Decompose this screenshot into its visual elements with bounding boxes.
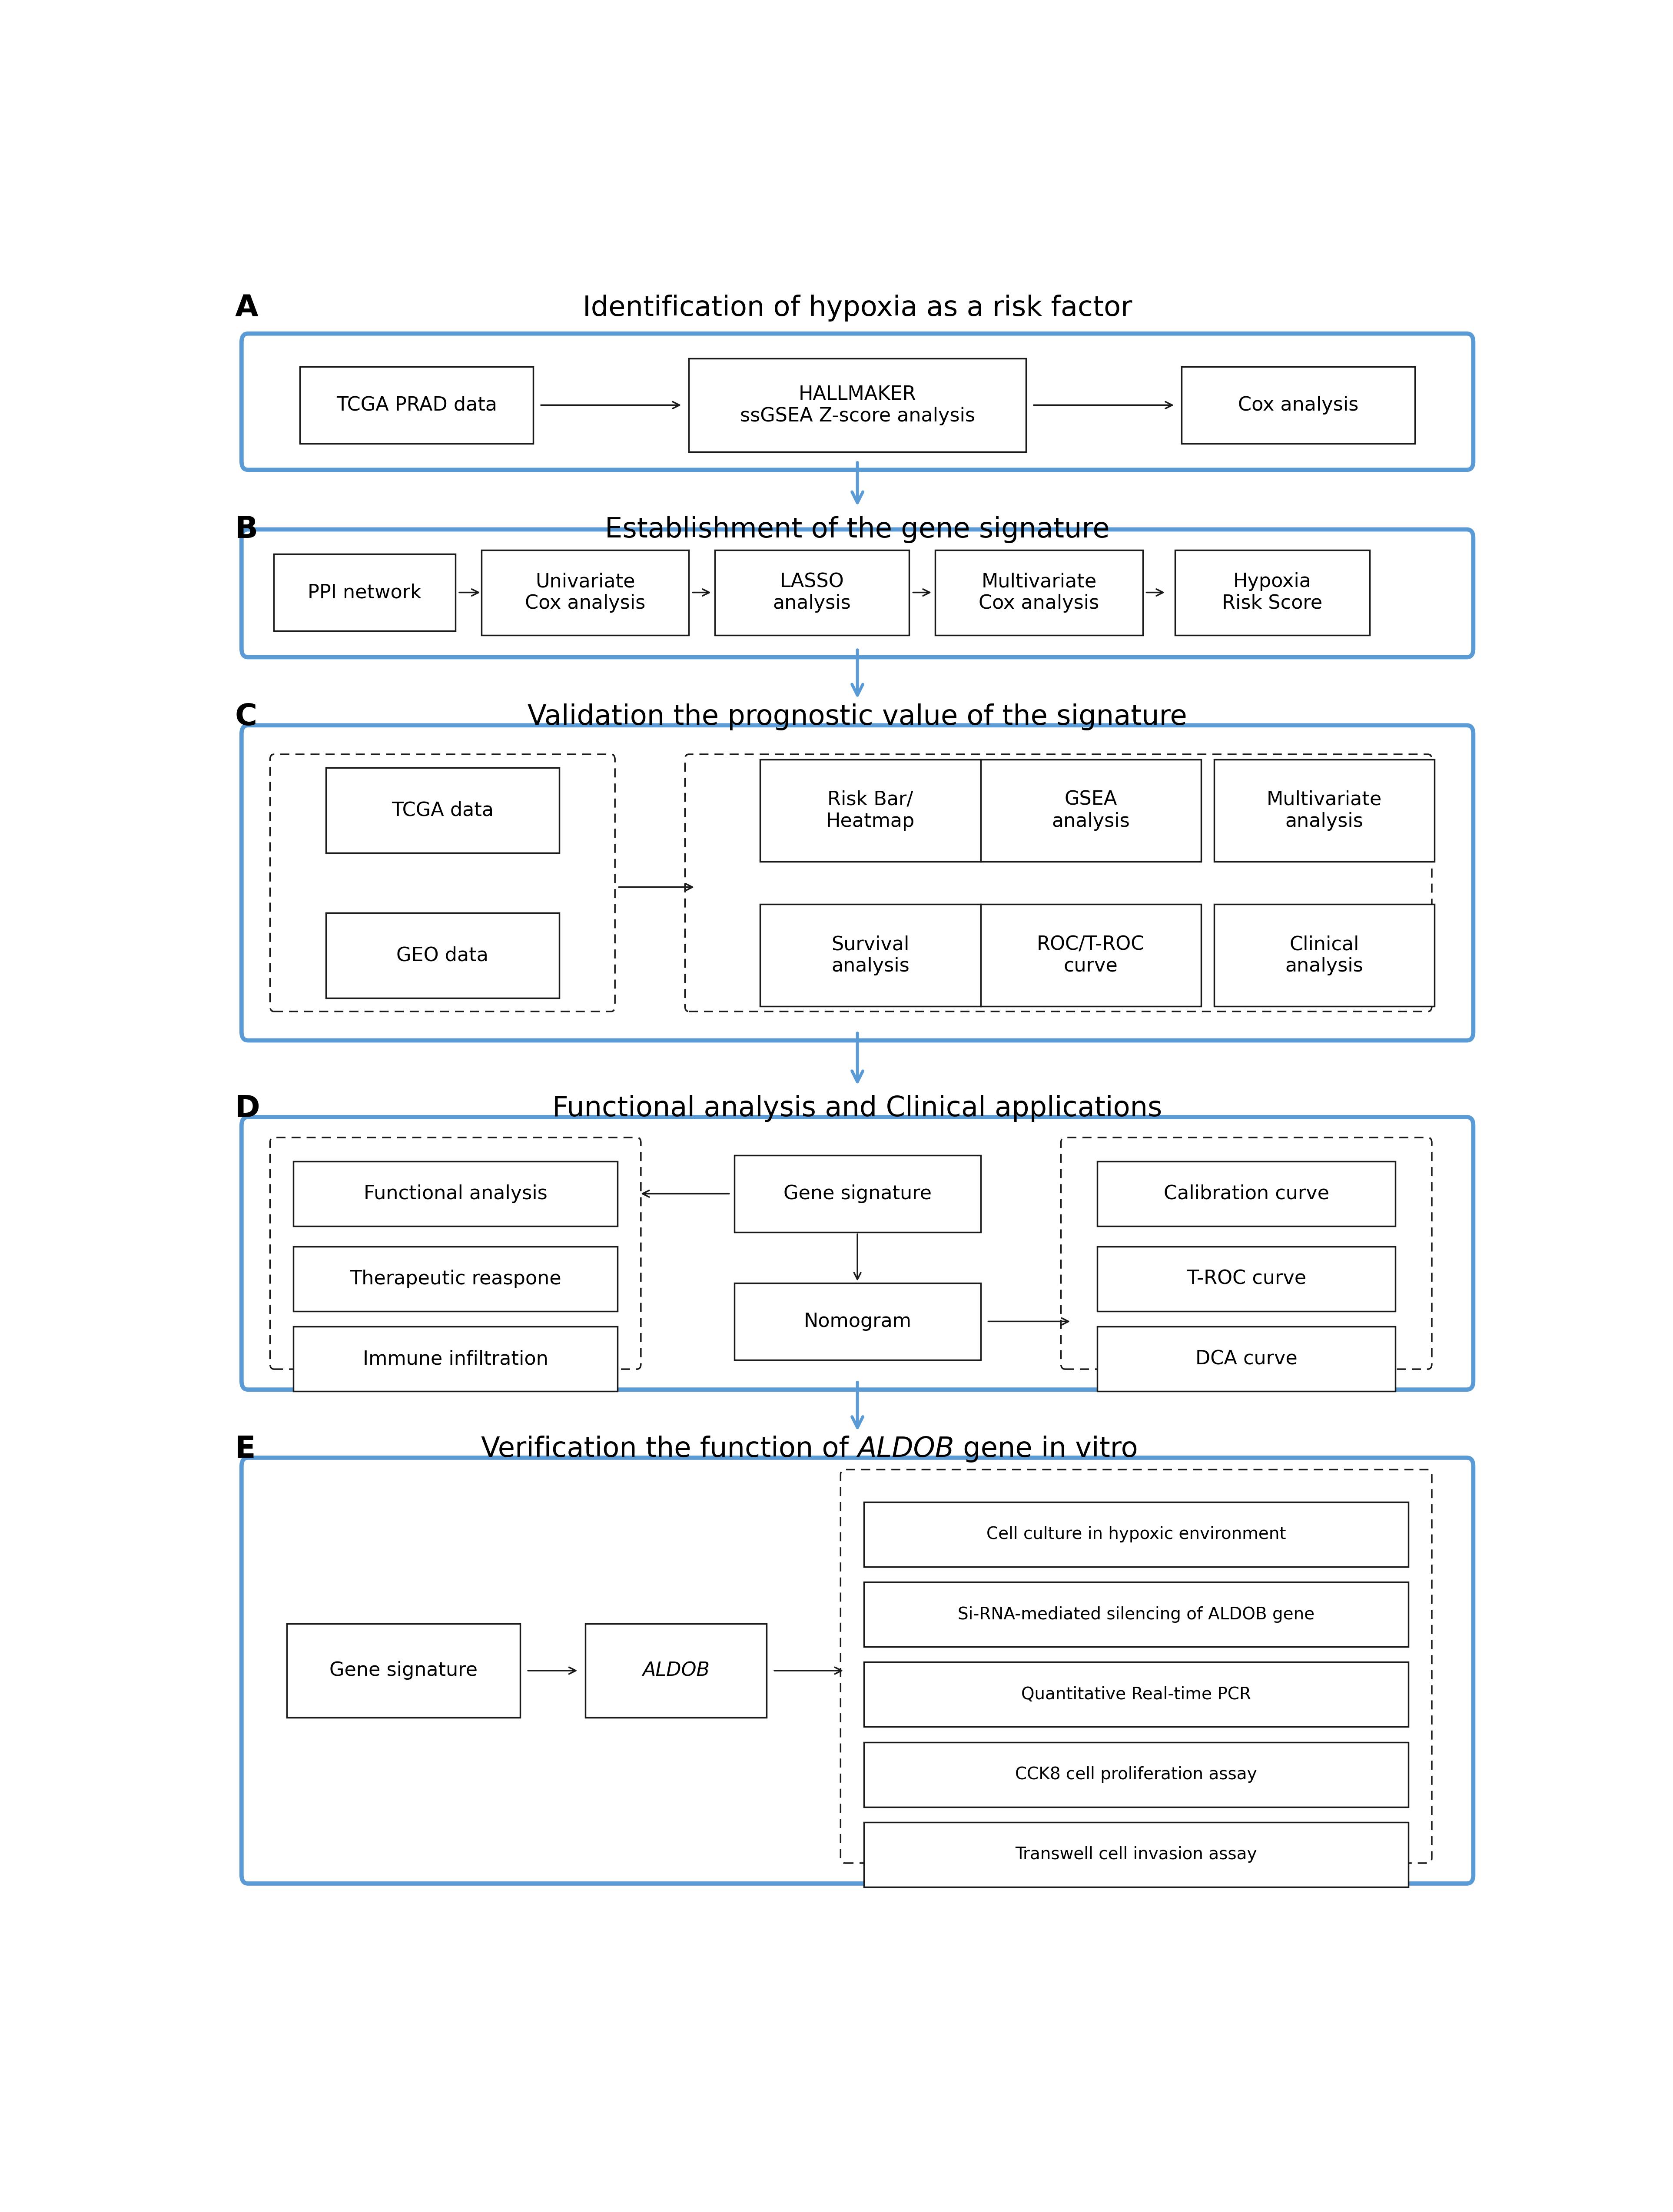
FancyBboxPatch shape — [1097, 1161, 1395, 1225]
Text: E: E — [234, 1436, 256, 1464]
Text: D: D — [234, 1095, 261, 1124]
FancyBboxPatch shape — [293, 1248, 617, 1312]
Text: DCA curve: DCA curve — [1196, 1349, 1297, 1369]
FancyBboxPatch shape — [326, 768, 559, 854]
FancyBboxPatch shape — [734, 1155, 980, 1232]
FancyBboxPatch shape — [1174, 551, 1370, 635]
FancyBboxPatch shape — [863, 1743, 1409, 1807]
Text: HALLMAKER
ssGSEA Z-score analysis: HALLMAKER ssGSEA Z-score analysis — [739, 385, 975, 425]
Text: Nomogram: Nomogram — [803, 1312, 912, 1332]
Text: Quantitative Real-time PCR: Quantitative Real-time PCR — [1021, 1686, 1251, 1703]
Text: Gene signature: Gene signature — [330, 1661, 478, 1679]
FancyBboxPatch shape — [863, 1661, 1409, 1728]
Text: A: A — [234, 294, 258, 323]
FancyBboxPatch shape — [326, 914, 559, 998]
Text: TCGA data: TCGA data — [391, 801, 494, 821]
FancyBboxPatch shape — [760, 905, 980, 1006]
Text: Functional analysis and Clinical applications: Functional analysis and Clinical applica… — [552, 1095, 1163, 1121]
Text: Risk Bar/
Heatmap: Risk Bar/ Heatmap — [826, 790, 915, 832]
Text: T-ROC curve: T-ROC curve — [1186, 1270, 1307, 1287]
FancyBboxPatch shape — [714, 551, 910, 635]
Text: Cell culture in hypoxic environment: Cell culture in hypoxic environment — [987, 1526, 1287, 1542]
FancyBboxPatch shape — [863, 1823, 1409, 1887]
Text: Validation the prognostic value of the signature: Validation the prognostic value of the s… — [527, 703, 1188, 730]
Text: Transwell cell invasion assay: Transwell cell invasion assay — [1016, 1847, 1256, 1863]
FancyBboxPatch shape — [293, 1327, 617, 1391]
Text: ALDOB: ALDOB — [642, 1661, 709, 1679]
FancyBboxPatch shape — [586, 1624, 766, 1717]
Text: LASSO
analysis: LASSO analysis — [773, 573, 852, 613]
FancyBboxPatch shape — [863, 1582, 1409, 1646]
Text: TCGA PRAD data: TCGA PRAD data — [336, 396, 497, 414]
Text: GSEA
analysis: GSEA analysis — [1052, 790, 1129, 832]
FancyBboxPatch shape — [689, 358, 1026, 451]
FancyBboxPatch shape — [1215, 759, 1434, 860]
Text: Establishment of the gene signature: Establishment of the gene signature — [606, 515, 1109, 542]
Text: Immune infiltration: Immune infiltration — [363, 1349, 549, 1369]
FancyBboxPatch shape — [1097, 1327, 1395, 1391]
Text: PPI network: PPI network — [308, 584, 422, 602]
Text: C: C — [234, 701, 258, 732]
Text: Multivariate
Cox analysis: Multivariate Cox analysis — [979, 573, 1099, 613]
Text: Verification the function of: Verification the function of — [482, 1436, 857, 1462]
FancyBboxPatch shape — [935, 551, 1143, 635]
FancyBboxPatch shape — [1215, 905, 1434, 1006]
Text: Clinical
analysis: Clinical analysis — [1285, 936, 1363, 975]
FancyBboxPatch shape — [980, 905, 1201, 1006]
Text: Si-RNA-mediated silencing of ALDOB gene: Si-RNA-mediated silencing of ALDOB gene — [957, 1606, 1315, 1624]
FancyBboxPatch shape — [1181, 367, 1415, 442]
FancyBboxPatch shape — [1097, 1248, 1395, 1312]
FancyBboxPatch shape — [482, 551, 689, 635]
FancyBboxPatch shape — [760, 759, 980, 860]
Text: Univariate
Cox analysis: Univariate Cox analysis — [525, 573, 646, 613]
Text: Multivariate
analysis: Multivariate analysis — [1266, 790, 1382, 832]
FancyBboxPatch shape — [293, 1161, 617, 1225]
Text: Gene signature: Gene signature — [783, 1183, 932, 1203]
Text: CCK8 cell proliferation assay: CCK8 cell proliferation assay — [1016, 1765, 1256, 1783]
Text: B: B — [234, 515, 258, 544]
FancyBboxPatch shape — [980, 759, 1201, 860]
Text: Cox analysis: Cox analysis — [1238, 396, 1358, 414]
Text: Therapeutic reaspone: Therapeutic reaspone — [350, 1270, 560, 1287]
Text: Functional analysis: Functional analysis — [363, 1183, 547, 1203]
FancyBboxPatch shape — [863, 1502, 1409, 1566]
Text: ROC/T-ROC
curve: ROC/T-ROC curve — [1037, 936, 1144, 975]
Text: Survival
analysis: Survival analysis — [831, 936, 910, 975]
FancyBboxPatch shape — [288, 1624, 520, 1717]
Text: GEO data: GEO data — [397, 947, 489, 964]
Text: ALDOB: ALDOB — [857, 1436, 954, 1462]
Text: Calibration curve: Calibration curve — [1164, 1183, 1328, 1203]
Text: Identification of hypoxia as a risk factor: Identification of hypoxia as a risk fact… — [582, 294, 1133, 321]
FancyBboxPatch shape — [734, 1283, 980, 1360]
FancyBboxPatch shape — [299, 367, 534, 442]
Text: Hypoxia
Risk Score: Hypoxia Risk Score — [1221, 573, 1323, 613]
FancyBboxPatch shape — [274, 555, 455, 630]
Text: gene in vitro: gene in vitro — [954, 1436, 1138, 1462]
